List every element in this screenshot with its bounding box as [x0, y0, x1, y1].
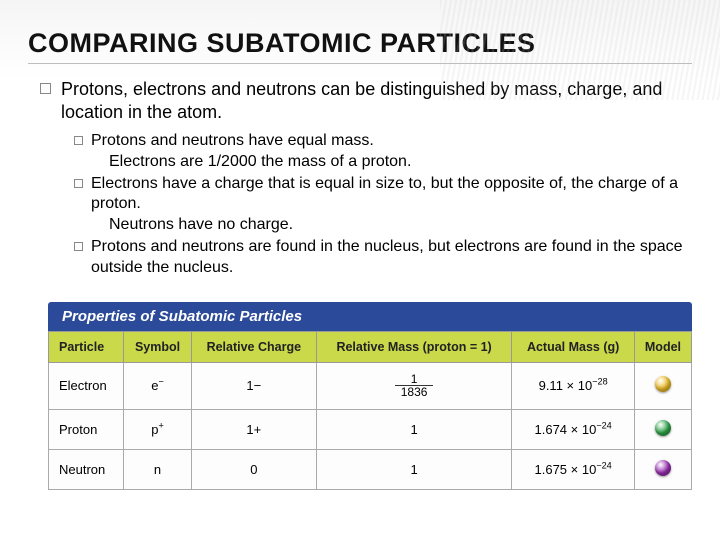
sub-bullet-list: Protons and neutrons have equal mass. El…: [28, 131, 692, 279]
intro-text: Protons, electrons and neutrons can be d…: [61, 78, 692, 123]
sub-line: Protons and neutrons are found in the nu…: [91, 238, 683, 276]
model-dot-icon: [655, 376, 671, 392]
cell-particle: Proton: [49, 410, 124, 450]
sub-line-cont: Electrons are 1/2000 the mass of a proto…: [91, 153, 411, 170]
cell-relmass: 11836: [316, 362, 512, 410]
cell-actualmass: 1.675 × 10−24: [512, 450, 635, 490]
col-actualmass: Actual Mass (g): [512, 331, 635, 362]
col-model: Model: [634, 331, 691, 362]
col-particle: Particle: [49, 331, 124, 362]
sub-line: Protons and neutrons have equal mass.: [91, 132, 374, 149]
table-title: Properties of Subatomic Particles: [48, 302, 692, 331]
particle-table-region: Properties of Subatomic Particles Partic…: [48, 302, 692, 491]
bullet-box-icon: [40, 83, 51, 94]
table-row: Neutronn011.675 × 10−24: [49, 450, 692, 490]
sub-bullet: Protons and neutrons are found in the nu…: [80, 237, 692, 279]
cell-symbol: n: [124, 450, 192, 490]
cell-actualmass: 1.674 × 10−24: [512, 410, 635, 450]
table-row: Electrone−1−118369.11 × 10−28: [49, 362, 692, 410]
cell-model: [634, 410, 691, 450]
bullet-box-icon: [74, 242, 83, 251]
model-dot-icon: [655, 460, 671, 476]
cell-relmass: 1: [316, 410, 512, 450]
cell-symbol: p+: [124, 410, 192, 450]
model-dot-icon: [655, 420, 671, 436]
cell-charge: 0: [191, 450, 316, 490]
intro-bullet: Protons, electrons and neutrons can be d…: [28, 78, 692, 123]
cell-charge: 1−: [191, 362, 316, 410]
sub-bullet: Protons and neutrons have equal mass. El…: [80, 131, 692, 173]
col-relmass: Relative Mass (proton = 1): [316, 331, 512, 362]
col-charge: Relative Charge: [191, 331, 316, 362]
cell-symbol: e−: [124, 362, 192, 410]
page-title: COMPARING SUBATOMIC PARTICLES: [28, 28, 692, 64]
bullet-box-icon: [74, 136, 83, 145]
table-header-row: Particle Symbol Relative Charge Relative…: [49, 331, 692, 362]
sub-bullet: Electrons have a charge that is equal in…: [80, 174, 692, 236]
cell-particle: Neutron: [49, 450, 124, 490]
table-row: Protonp+1+11.674 × 10−24: [49, 410, 692, 450]
cell-charge: 1+: [191, 410, 316, 450]
sub-line: Electrons have a charge that is equal in…: [91, 175, 678, 213]
cell-model: [634, 362, 691, 410]
col-symbol: Symbol: [124, 331, 192, 362]
cell-relmass: 1: [316, 450, 512, 490]
sub-line-cont: Neutrons have no charge.: [91, 216, 293, 233]
particle-table: Particle Symbol Relative Charge Relative…: [48, 331, 692, 491]
cell-particle: Electron: [49, 362, 124, 410]
cell-actualmass: 9.11 × 10−28: [512, 362, 635, 410]
bullet-box-icon: [74, 179, 83, 188]
cell-model: [634, 450, 691, 490]
